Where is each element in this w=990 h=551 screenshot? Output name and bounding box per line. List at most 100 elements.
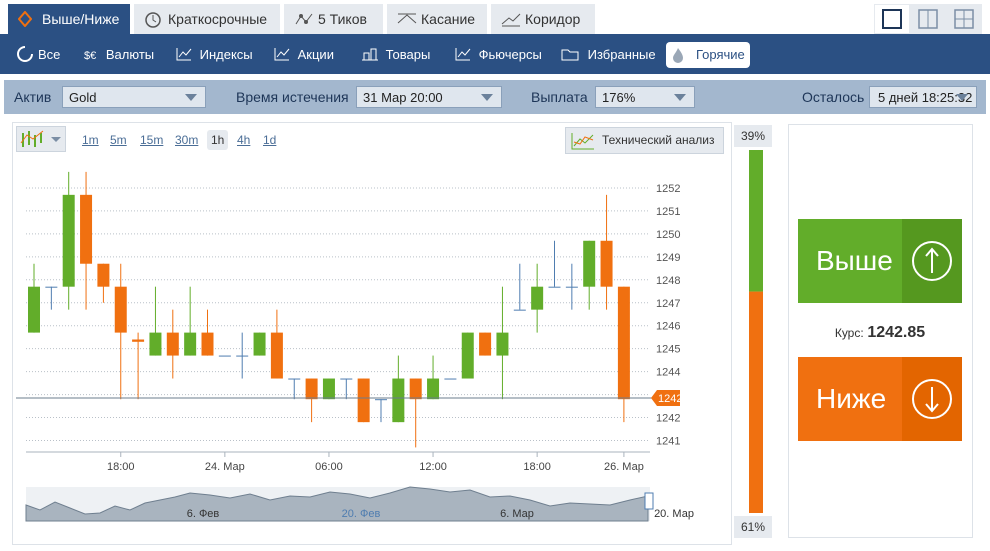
rate-value: 1242.85 — [867, 324, 926, 341]
tab[interactable]: Касание — [387, 4, 487, 34]
market-item-active[interactable]: Горячие — [666, 42, 750, 68]
rate-label: Курс: — [834, 326, 864, 340]
y-tick-label: 1246 — [656, 321, 680, 333]
payout-select[interactable]: 176% — [595, 86, 695, 108]
candle-body — [236, 355, 249, 357]
navigator-label: 20. Мар — [654, 508, 694, 520]
candle-body — [184, 332, 197, 356]
navigator-label: 6. Фев — [187, 508, 220, 520]
candle-body — [513, 309, 526, 311]
tab-label: Касание — [421, 11, 476, 27]
y-tick-label: 1242 — [656, 413, 680, 425]
filter-label: Время истечения — [236, 89, 349, 105]
candle-body — [166, 332, 179, 356]
market-item[interactable]: Индексы — [176, 44, 253, 66]
trade-panel — [788, 124, 973, 538]
candle-body — [97, 263, 110, 287]
price-tag-label: 1242.85 — [658, 393, 698, 405]
tech-analysis-button[interactable]: Технический анализ — [565, 127, 724, 154]
tab-bar: Выше/Ниже Краткосрочные 5 Тиков Касание … — [0, 0, 990, 34]
price-tag: 1242.85 — [651, 390, 698, 407]
filter-label: Выплата — [531, 89, 588, 105]
y-tick-label: 1248 — [656, 275, 680, 287]
candle-body — [218, 355, 231, 357]
sentiment-label: 39% — [734, 125, 772, 147]
chart-type-button[interactable] — [16, 126, 66, 152]
filter-label: Осталось — [802, 89, 865, 105]
x-tick-label: 18:00 — [107, 461, 135, 473]
timeframe-active[interactable]: 1h — [207, 130, 229, 150]
sentiment-gauge — [749, 150, 763, 513]
market-label: Товары — [385, 47, 431, 62]
chart-panel — [12, 122, 732, 545]
market-item[interactable]: Акции — [274, 44, 334, 66]
rate: Курс: 1242.85 — [798, 322, 962, 344]
up-button[interactable]: Выше — [798, 219, 962, 303]
candle-body — [548, 286, 561, 288]
market-bar — [0, 34, 990, 74]
button-label: Ниже — [816, 383, 887, 414]
candle-body — [80, 194, 93, 264]
x-tick-label: 26. Мар — [604, 461, 644, 473]
candle-body — [270, 332, 283, 379]
down-button[interactable]: Ниже — [798, 357, 962, 441]
candle-body — [617, 286, 630, 400]
remaining-time: 5 дней 18:25:32 — [869, 86, 977, 108]
candle-body — [444, 378, 457, 380]
y-tick-label: 1247 — [656, 298, 680, 310]
candle-body — [114, 286, 127, 333]
sentiment-bar — [749, 291, 763, 513]
timeframe[interactable]: 15m — [140, 133, 164, 147]
candle-body — [565, 286, 578, 288]
navigator-label: 20. Фев — [342, 508, 381, 520]
market-item[interactable]: $€ Валюты — [84, 47, 155, 62]
candle-body — [375, 399, 387, 401]
timeframe[interactable]: 30m — [175, 133, 199, 147]
sentiment-bar — [749, 150, 763, 292]
candle-body — [357, 378, 370, 423]
layout-icons[interactable] — [874, 4, 982, 34]
timeframe[interactable]: 1m — [82, 133, 99, 147]
market-label: Акции — [297, 47, 334, 62]
y-tick-label: 1250 — [656, 229, 680, 241]
expiry-select[interactable]: 31 Мар 20:00 — [356, 86, 502, 108]
x-tick-label: 12:00 — [419, 461, 447, 473]
market-item[interactable]: Фьючерсы — [455, 44, 542, 66]
market-item[interactable]: Товары — [361, 44, 430, 66]
tab[interactable]: 5 Тиков — [284, 4, 383, 34]
candle-body — [479, 332, 492, 356]
candle-body — [62, 194, 75, 287]
candle-body — [600, 240, 613, 287]
market-label: Горячие — [696, 47, 745, 62]
candle-body — [305, 378, 318, 400]
navigator-label: 6. Мар — [500, 508, 534, 520]
market-label: Индексы — [199, 47, 253, 62]
tab[interactable]: Выше/Ниже — [8, 4, 130, 34]
asset-select[interactable]: Gold — [62, 86, 206, 108]
x-tick-label: 06:00 — [315, 461, 343, 473]
tab-label: Коридор — [525, 11, 581, 27]
candle-body — [340, 378, 353, 380]
candle-body — [496, 332, 509, 356]
y-tick-label: 1241 — [656, 436, 680, 448]
y-tick-label: 1249 — [656, 252, 680, 264]
button-label: Выше — [816, 245, 893, 276]
y-tick-label: 1245 — [656, 344, 680, 356]
x-tick-label: 24. Мар — [205, 461, 245, 473]
market-label: Фьючерсы — [478, 47, 542, 62]
tab-label: Выше/Ниже — [42, 11, 120, 27]
market-label: Валюты — [105, 47, 155, 62]
market-item[interactable]: Все — [38, 47, 61, 62]
tab[interactable]: Коридор — [491, 4, 595, 34]
price-tag-bg — [651, 390, 680, 407]
market-item[interactable]: Избранные — [561, 44, 656, 66]
timeframe[interactable]: 1d — [263, 133, 277, 147]
timeframe[interactable]: 4h — [237, 133, 251, 147]
navigator-handle[interactable] — [644, 492, 654, 510]
timeframe[interactable]: 5m — [110, 133, 127, 147]
tab[interactable]: Краткосрочные — [134, 4, 280, 34]
candle-body — [427, 378, 440, 400]
layout-switcher — [874, 4, 982, 34]
candle-body — [461, 332, 474, 379]
sentiment-label: 61% — [734, 516, 772, 538]
